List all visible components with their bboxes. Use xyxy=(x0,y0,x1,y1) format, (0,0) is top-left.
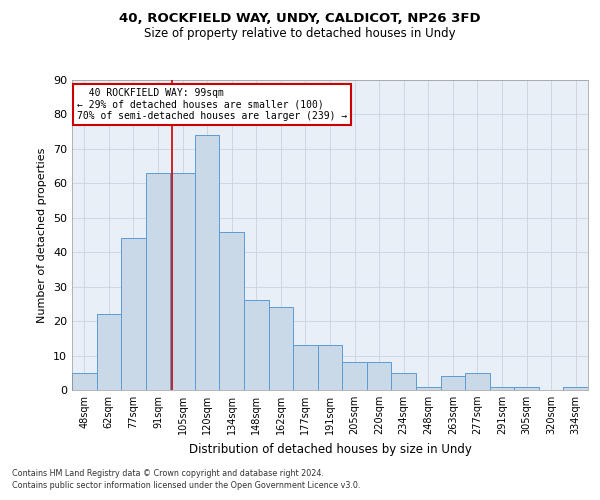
Bar xyxy=(97,314,121,390)
Bar xyxy=(391,373,416,390)
Bar xyxy=(72,373,97,390)
Bar xyxy=(514,386,539,390)
Bar xyxy=(170,173,195,390)
Bar xyxy=(220,232,244,390)
Y-axis label: Number of detached properties: Number of detached properties xyxy=(37,148,47,322)
Bar xyxy=(563,386,588,390)
Bar xyxy=(490,386,514,390)
Bar xyxy=(342,362,367,390)
Bar xyxy=(195,135,220,390)
Bar xyxy=(465,373,490,390)
Text: Size of property relative to detached houses in Undy: Size of property relative to detached ho… xyxy=(144,28,456,40)
Bar xyxy=(318,345,342,390)
Bar xyxy=(416,386,440,390)
Bar xyxy=(244,300,269,390)
Bar xyxy=(440,376,465,390)
Bar xyxy=(146,173,170,390)
Bar xyxy=(367,362,391,390)
Text: Contains public sector information licensed under the Open Government Licence v3: Contains public sector information licen… xyxy=(12,481,361,490)
Bar xyxy=(293,345,318,390)
X-axis label: Distribution of detached houses by size in Undy: Distribution of detached houses by size … xyxy=(188,442,472,456)
Bar xyxy=(269,308,293,390)
Text: 40 ROCKFIELD WAY: 99sqm
← 29% of detached houses are smaller (100)
70% of semi-d: 40 ROCKFIELD WAY: 99sqm ← 29% of detache… xyxy=(77,88,347,121)
Text: Contains HM Land Registry data © Crown copyright and database right 2024.: Contains HM Land Registry data © Crown c… xyxy=(12,468,324,477)
Bar xyxy=(121,238,146,390)
Text: 40, ROCKFIELD WAY, UNDY, CALDICOT, NP26 3FD: 40, ROCKFIELD WAY, UNDY, CALDICOT, NP26 … xyxy=(119,12,481,26)
